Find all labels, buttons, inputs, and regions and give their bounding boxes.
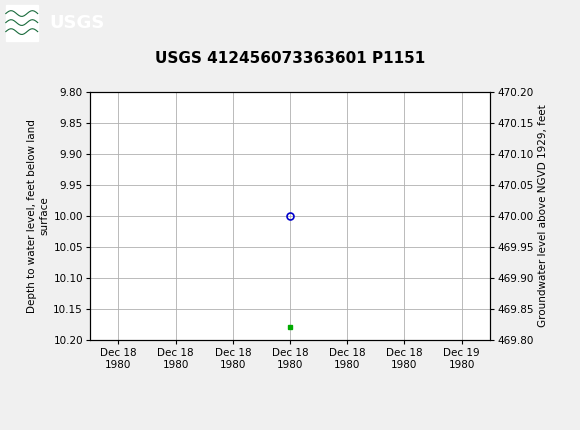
FancyBboxPatch shape bbox=[6, 4, 38, 41]
Y-axis label: Groundwater level above NGVD 1929, feet: Groundwater level above NGVD 1929, feet bbox=[538, 104, 548, 328]
Text: USGS: USGS bbox=[49, 14, 104, 31]
Y-axis label: Depth to water level, feet below land
surface: Depth to water level, feet below land su… bbox=[27, 119, 49, 313]
Text: USGS 412456073363601 P1151: USGS 412456073363601 P1151 bbox=[155, 51, 425, 65]
